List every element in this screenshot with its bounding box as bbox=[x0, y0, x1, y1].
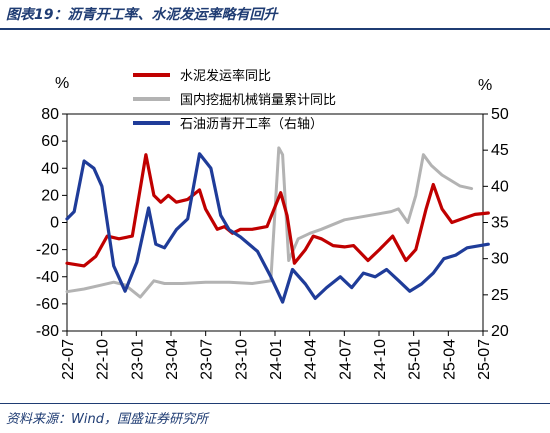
y-right-tick-label: 45 bbox=[491, 142, 509, 159]
x-tick-label: 22-07 bbox=[60, 339, 77, 380]
y-right-tick-label: 30 bbox=[491, 251, 509, 268]
legend-label-0: 水泥发运率同比 bbox=[180, 68, 271, 84]
x-tick-label: 25-07 bbox=[476, 339, 493, 380]
y-right-tick-label: 20 bbox=[491, 323, 509, 340]
series-line-0 bbox=[65, 153, 490, 268]
legend-label-2: 石油沥青开工率（右轴） bbox=[180, 116, 323, 132]
x-tick-label: 23-07 bbox=[199, 339, 216, 380]
legend-label-1: 国内挖掘机械销量累计同比 bbox=[180, 92, 336, 108]
x-tick-label: 24-07 bbox=[337, 339, 354, 380]
y-right-tick-label: 40 bbox=[491, 178, 509, 195]
y-right-tick-label: 50 bbox=[491, 106, 509, 123]
y-left-tick-label: 0 bbox=[50, 215, 59, 232]
y-left-tick-label: -20 bbox=[36, 242, 59, 259]
source-rule bbox=[0, 403, 550, 404]
x-tick-label: 24-10 bbox=[372, 339, 389, 380]
x-tick-label: 25-01 bbox=[407, 339, 424, 380]
series-line-2 bbox=[65, 152, 490, 304]
x-tick-label: 23-10 bbox=[233, 339, 250, 380]
x-tick-label: 23-04 bbox=[164, 339, 181, 380]
y-left-tick-label: 40 bbox=[41, 160, 59, 177]
title-rule bbox=[0, 28, 550, 30]
chart: 80 60 40 20 0 -20 -40 -60 -80 50 45 40 35 30 25 20% % 22-… bbox=[36, 68, 509, 380]
y-left-tick-label: 60 bbox=[41, 133, 59, 150]
y-right-tick-label: 35 bbox=[491, 215, 509, 232]
chart-title: 图表19：沥青开工率、水泥发运率略有回升 bbox=[6, 7, 278, 23]
y-left-tick-label: -60 bbox=[36, 296, 59, 313]
source-note: 资料来源：Wind，国盛证券研究所 bbox=[6, 412, 208, 427]
x-tick-label: 23-01 bbox=[129, 339, 146, 380]
y-left-tick-label: -40 bbox=[36, 269, 59, 286]
y-left-unit: % bbox=[55, 75, 69, 92]
plot-area: 80 60 40 20 0 -20 -40 -60 -80 50 45 40 35 30 25 20% % 22-… bbox=[36, 75, 509, 380]
y-right-unit: % bbox=[478, 77, 492, 94]
x-tick-label: 22-10 bbox=[95, 339, 112, 380]
y-left-tick-label: 20 bbox=[41, 187, 59, 204]
x-tick-label: 24-01 bbox=[268, 339, 285, 380]
y-right-tick-label: 25 bbox=[491, 287, 509, 304]
y-left-tick-label: 80 bbox=[41, 106, 59, 123]
x-tick-label: 25-04 bbox=[441, 339, 458, 380]
x-tick-label: 24-04 bbox=[303, 339, 320, 380]
y-left-tick-label: -80 bbox=[36, 323, 59, 340]
